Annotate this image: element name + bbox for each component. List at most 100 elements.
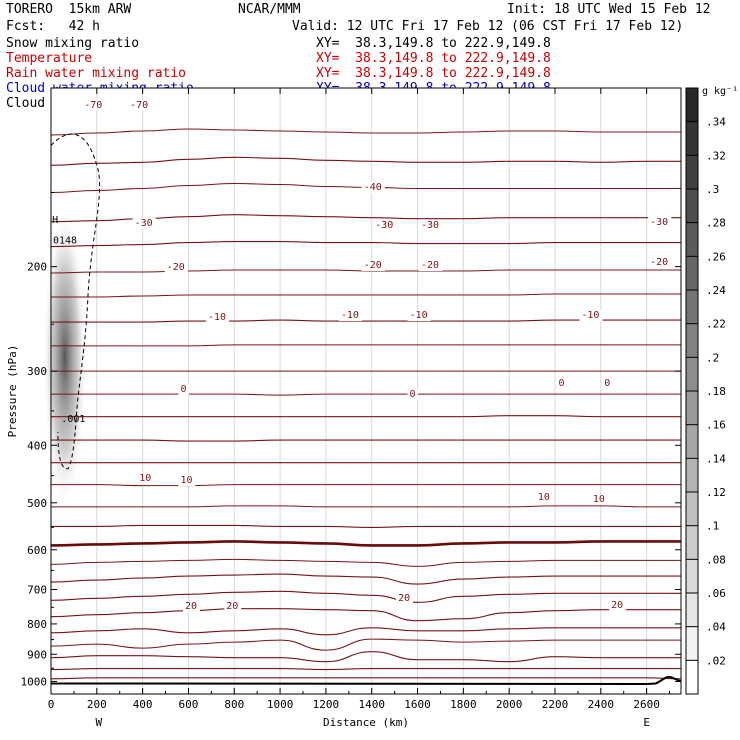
colorbar-swatch [686,88,698,122]
isotherm-line [50,668,681,671]
colorbar-label: .02 [706,654,726,667]
field-name: Temperature [6,51,93,66]
colorbar-swatch [686,222,698,257]
y-tick-label: 900 [27,648,47,661]
isotherm-line [50,269,681,274]
colorbar-swatch [686,424,698,459]
isotherm-label-bg [396,593,413,604]
isotherm-label-bg [373,220,397,231]
colorbar-label: .2 [706,351,719,364]
isotherm-line [51,484,681,487]
isotherm-label: -10 [410,310,428,321]
isotherm-label-bg [407,389,418,400]
colorbar-label: .32 [706,149,726,162]
colorbar-swatch [686,660,698,694]
colorbar-label: .16 [706,419,726,432]
isotherm-line [50,638,681,651]
isotherm-line [51,415,681,418]
colorbar-label: .26 [706,250,726,263]
field-name: Snow mixing ratio [6,36,140,51]
y-tick-label: 400 [27,439,47,452]
colorbar-swatch [686,559,698,593]
isotherm-line [50,558,681,567]
x-tick-label: 2600 [633,698,660,711]
terrain-line [50,675,682,685]
field-xy-range: XY= 38.3,149.8 to 222.9,149.8 [316,66,551,81]
colorbar-label: .24 [706,284,726,297]
colorbar-label: .28 [706,217,726,230]
x-tick-label: 1600 [404,698,431,711]
isotherm-label-bg [361,260,385,271]
x-tick-label: 200 [87,698,107,711]
colorbar-swatch [686,458,698,492]
colorbar-swatch [686,492,698,526]
cloud-ice-contour [50,133,101,470]
center-name: NCAR/MMM [238,2,301,17]
isotherm-line [51,505,681,508]
isotherm-label: 10 [139,473,151,484]
isotherm-line [50,540,681,547]
contour-annotation: H [52,215,58,226]
forecast-hour: Fcst: 42 h [6,19,100,34]
x-tick-label: 2200 [542,698,569,711]
isotherm-label: -20 [421,260,439,271]
colorbar-label: .14 [706,452,726,465]
colorbar-swatch [686,525,698,560]
isotherm-line [50,439,681,442]
colorbar-swatch [686,357,698,391]
colorbar-swatch [686,256,698,290]
contour-annotation: .001 [61,414,85,425]
isotherm-label-bg [361,182,385,193]
isotherm-label: -30 [375,220,393,231]
isotherm-line [50,524,681,528]
x-tick-label: 800 [224,698,244,711]
isotherm-label-bg [183,601,200,612]
x-tick-label: 600 [179,698,199,711]
isotherm-label: 20 [185,601,197,612]
isotherm-label-bg [419,260,443,271]
isotherm-label-bg [535,492,553,503]
isotherm-label-bg [579,310,603,321]
colorbar-swatch [686,155,698,189]
colorbar-label: .3 [706,183,719,196]
isotherm-label-bg [407,310,431,321]
isotherm-label-bg [205,312,230,323]
isotherm-line [50,651,681,663]
isotherm-label-bg [128,100,152,111]
colorbar-swatch [686,323,698,358]
x-axis-label: Distance (km) [323,716,409,729]
isotherm-label: -10 [581,310,599,321]
colorbar-swatch [686,593,698,627]
field-xy-range: XY= 38.3,149.8 to 222.9,149.8 [316,51,551,66]
field-xy-range: XY= 38.3,149.8 to 222.9,149.8 [316,36,551,51]
isotherm-label-bg [590,494,608,505]
isotherm-label-bg [338,310,363,321]
plot-area [51,88,681,694]
y-tick-label: 300 [27,365,47,378]
isotherm-line [50,240,681,248]
isotherm-line [50,128,681,136]
y-tick-label: 800 [27,618,47,631]
isotherm-label-bg [648,257,672,268]
y-tick-label: 1000 [21,675,48,688]
isotherm-line [50,156,681,166]
isotherm-label-bg [137,473,155,484]
isotherm-label: 0 [180,384,186,395]
isotherm-label: -70 [130,100,148,111]
colorbar-label: .34 [706,116,726,129]
isotherm-line [50,627,681,636]
isotherm-label: -20 [364,260,382,271]
y-tick-label: 200 [27,261,47,274]
x-tick-label: 2400 [588,698,615,711]
isotherm-label: 10 [538,492,550,503]
isotherm-label: 0 [410,389,416,400]
isotherm-label: -30 [135,218,153,229]
y-tick-label: 700 [27,584,47,597]
colorbar-swatch [686,189,698,223]
isotherm-label: 20 [611,600,623,611]
model-name: TORERO 15km ARW [6,2,132,17]
colorbar-unit: g kg⁻¹ [702,86,738,97]
isotherm-label-bg [419,220,443,231]
x-tick-label: 2000 [496,698,523,711]
